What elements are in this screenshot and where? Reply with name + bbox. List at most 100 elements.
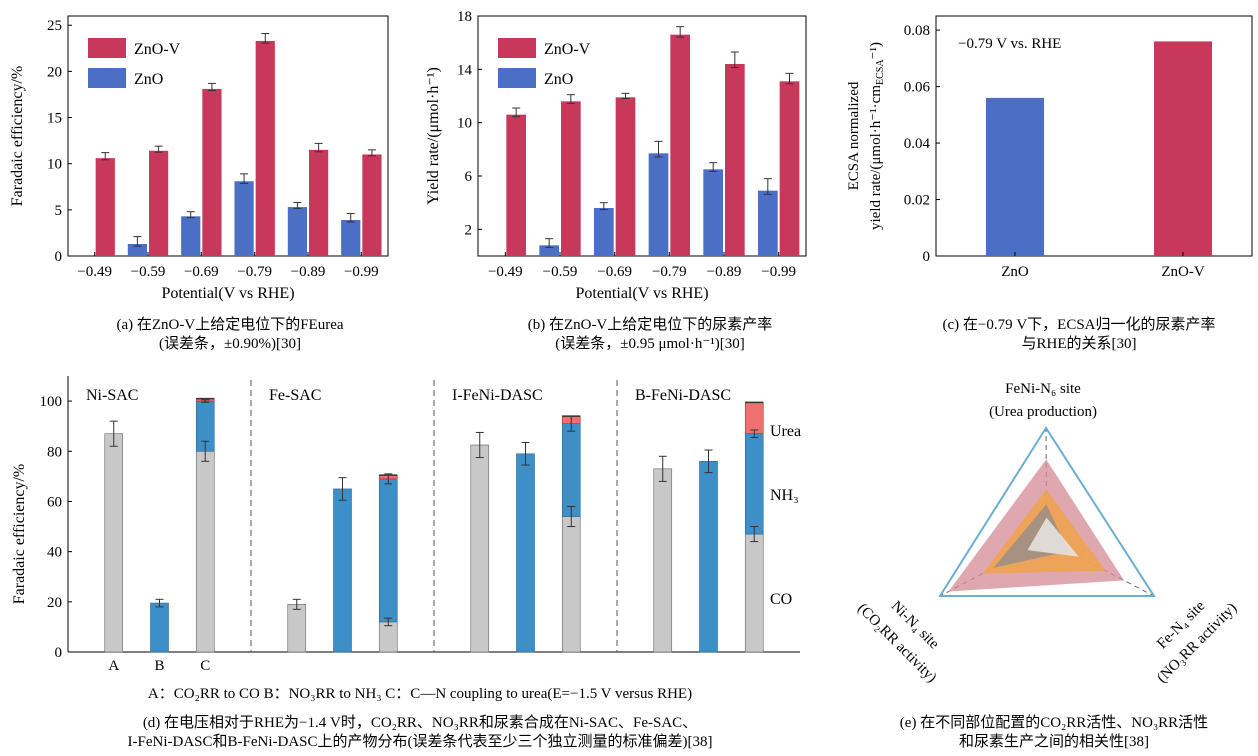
legend-label-zno-v: ZnO-V: [544, 41, 591, 58]
panel-e-radar: FeNi-N₆ site(Urea production)Ni-N₄ site(…: [854, 381, 1240, 686]
caption-d-line1: (d) 在电压相对于RHE为−1.4 V时，CO₂RR、NO₃RR和尿素合成在N…: [142, 715, 698, 731]
bar-zno-v: [506, 114, 527, 257]
x-tick-label: −0.49: [77, 264, 112, 280]
bar-zno-v: [95, 158, 115, 256]
bar-co: [287, 604, 307, 653]
x-tick-label: −0.69: [597, 264, 632, 280]
legend-swatch-zno-v: [498, 38, 536, 58]
y-axis-label-line1: ECSA normalized: [846, 81, 862, 190]
plot-frame: [477, 15, 807, 257]
bar-zno: [648, 153, 669, 256]
y-tick-label: 14: [457, 62, 473, 78]
group-label: B-FeNi-DASC: [635, 387, 731, 404]
y-tick-label: 0.04: [904, 136, 931, 152]
legend-swatch-zno-v: [88, 38, 126, 58]
y-tick-label: 18: [457, 9, 472, 25]
bar-zno-v: [202, 88, 222, 256]
bar-stack-co: [378, 621, 398, 653]
bar-nh3: [516, 453, 535, 653]
bar-zno: [986, 97, 1044, 256]
caption-c-line1: (c) 在−0.79 V下，ECSA归一化的尿素产率: [942, 317, 1216, 333]
y-tick-label: 6: [465, 169, 473, 185]
caption-a: (a) 在ZnO-V上给定电位下的FEurea (误差条，±0.90%)[30]: [40, 316, 420, 354]
bar-co: [104, 433, 124, 653]
legend-label-zno-v: ZnO-V: [134, 41, 181, 58]
bar-zno-v: [670, 34, 691, 256]
y-axis-label-line2: yield rate/(μmol·h⁻¹·cmECSA⁻¹): [868, 42, 886, 230]
y-axis-label-subscript: ECSA: [875, 59, 886, 85]
legend-swatch-zno: [88, 68, 126, 88]
radar-layer-light: [1027, 517, 1079, 557]
bar-zno-v: [561, 101, 581, 256]
bar-zno-v: [362, 154, 382, 256]
bar-zno: [757, 190, 778, 256]
y-tick-label: 10: [47, 157, 62, 173]
bar-co: [470, 444, 490, 653]
legend-label-zno: ZnO: [134, 71, 163, 88]
panel-a-chart: 0 5 10 15 20 25 −0.49 −0.59 −0.69 −0.79 −0.89 −0.99…: [9, 15, 389, 302]
legend-co: CO: [770, 591, 792, 608]
caption-b: (b) 在ZnO-V上给定电位下的尿素产率 (误差条，±0.95 μmol·h⁻…: [455, 316, 845, 354]
bar-label: A: [108, 658, 119, 674]
caption-c-line2: 与RHE的关系[30]: [1021, 336, 1137, 352]
caption-a-line1: (a) 在ZnO-V上给定电位下的FEurea: [116, 317, 344, 333]
plot-frame: [935, 15, 1253, 257]
bar-label: B: [154, 658, 164, 674]
y-tick-label: 100: [40, 394, 63, 410]
panel-d-chart: 0 20 40 60 80 100 Faradaic efficiency/% Ni-SAC A…: [11, 376, 801, 674]
radar-label-top-line1: FeNi-N₆ site: [1005, 381, 1081, 397]
bar-zno-v: [309, 149, 329, 256]
panel-d-legend-note: A：CO₂RR to CO B：NO₃RR to NH₃ C：C—N coupl…: [147, 686, 693, 702]
y-tick-label: 80: [47, 444, 62, 460]
caption-e-line2: 和尿素生产之间的相关性[38]: [959, 734, 1149, 750]
panel-b-chart: 2 6 10 14 18 −0.49 −0.59 −0.69 −0.79 −0.89 −0.99 Zn…: [425, 9, 807, 302]
x-axis-label: Potential(V vs RHE): [161, 285, 294, 302]
y-axis-label: Faradaic efficiency/%: [11, 464, 28, 605]
legend-label-zno: ZnO: [544, 71, 573, 88]
y-tick-label: 25: [47, 18, 62, 34]
caption-d: (d) 在电压相对于RHE为−1.4 V时，CO₂RR、NO₃RR和尿素合成在N…: [0, 714, 840, 752]
caption-e: (e) 在不同部位配置的CO₂RR活性、NO₃RR活性 和尿素生产之间的相关性[…: [850, 714, 1258, 752]
y-tick-label: 60: [47, 494, 62, 510]
x-tick-label: −0.59: [131, 264, 166, 280]
group-label: Fe-SAC: [269, 387, 321, 404]
caption-e-line1: (e) 在不同部位配置的CO₂RR活性、NO₃RR活性: [899, 715, 1209, 731]
x-tick-label: −0.59: [543, 264, 578, 280]
bar-zno: [341, 220, 361, 256]
caption-c: (c) 在−0.79 V下，ECSA归一化的尿素产率 与RHE的关系[30]: [900, 316, 1258, 354]
y-tick-label: 10: [457, 116, 472, 132]
x-tick-label: −0.99: [344, 264, 379, 280]
caption-b-line1: (b) 在ZnO-V上给定电位下的尿素产率: [527, 317, 773, 333]
bar-stack-co: [195, 450, 215, 653]
y-tick-label: 0: [55, 645, 63, 661]
x-tick-label: −0.89: [291, 264, 326, 280]
bar-nh3: [333, 488, 352, 653]
bar-zno-v: [255, 40, 275, 256]
bar-co: [653, 468, 673, 653]
y-tick-label: 0.02: [904, 193, 930, 209]
bar-zno: [127, 244, 147, 256]
radar-label-top-line2: (Urea production): [989, 404, 1097, 420]
x-axis-label: Potential(V vs RHE): [575, 285, 708, 302]
bar-stack-nh3: [744, 433, 764, 535]
x-tick-label: −0.79: [652, 264, 687, 280]
legend-swatch-zno: [498, 68, 536, 88]
y-tick-label: 2: [465, 222, 473, 238]
x-tick-label: −0.89: [707, 264, 742, 280]
y-tick-label: 15: [47, 111, 62, 127]
bar-zno-v: [725, 64, 745, 256]
bar-nh3: [699, 461, 718, 653]
bar-label: C: [200, 658, 210, 674]
x-tick-label: −0.79: [237, 264, 272, 280]
bar-zno: [703, 169, 723, 256]
y-axis-label-tail: ⁻¹): [868, 42, 884, 59]
group-label: I-FeNi-DASC: [452, 387, 543, 404]
y-tick-label: 0: [923, 249, 931, 265]
bar-stack-co: [561, 516, 581, 653]
bar-stack-urea: [744, 402, 764, 435]
radar-outline: [938, 426, 1156, 597]
annotation-potential: −0.79 V vs. RHE: [958, 36, 1061, 52]
panel-c-chart: 0 0.02 0.04 0.06 0.08 ZnO ZnO-V −0.79 V vs. RHE…: [846, 15, 1253, 280]
bar-stack-nh3: [561, 423, 581, 517]
bar-zno: [593, 208, 614, 256]
